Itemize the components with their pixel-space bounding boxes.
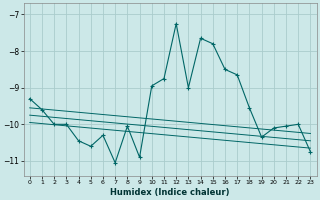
X-axis label: Humidex (Indice chaleur): Humidex (Indice chaleur) [110,188,230,197]
